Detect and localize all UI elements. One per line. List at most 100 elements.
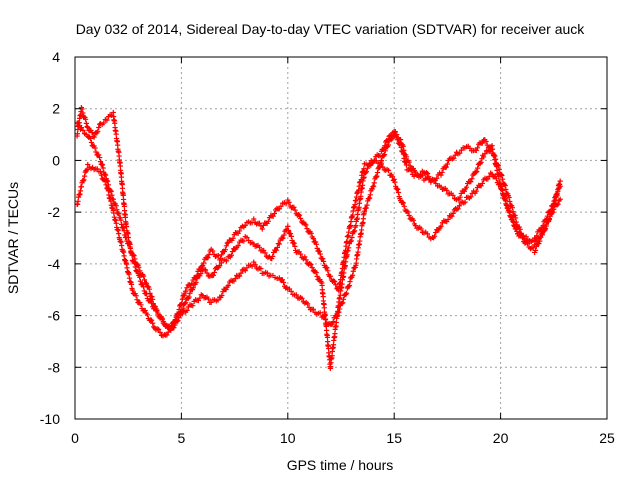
data-point xyxy=(495,163,502,169)
data-point xyxy=(85,161,91,168)
data-point xyxy=(276,241,282,247)
data-point xyxy=(498,171,504,178)
chart-title: Day 032 of 2014, Sidereal Day-to-day VTE… xyxy=(76,21,586,37)
data-point xyxy=(324,265,330,271)
y-tick-label: 4 xyxy=(52,49,60,65)
data-point xyxy=(489,146,495,152)
data-point xyxy=(350,272,356,278)
data-point xyxy=(400,143,406,149)
data-point xyxy=(314,273,320,280)
data-point xyxy=(557,178,563,184)
data-point xyxy=(329,321,335,327)
data-point xyxy=(256,244,263,250)
data-point xyxy=(149,317,155,323)
data-point xyxy=(374,169,381,176)
data-point xyxy=(391,176,397,183)
data-point xyxy=(373,174,379,180)
data-point xyxy=(303,222,309,228)
data-point xyxy=(132,256,138,262)
data-point xyxy=(149,294,155,300)
data-point xyxy=(210,248,216,254)
data-point xyxy=(205,254,211,261)
data-point xyxy=(299,295,305,302)
data-point xyxy=(193,279,199,286)
data-point xyxy=(412,169,419,175)
data-point xyxy=(479,180,485,187)
data-point xyxy=(100,165,106,171)
data-point xyxy=(130,252,136,258)
data-point xyxy=(262,250,268,256)
data-point xyxy=(123,234,129,240)
data-point xyxy=(351,228,358,234)
data-point xyxy=(483,138,489,145)
data-point xyxy=(211,269,217,276)
data-point xyxy=(380,164,386,170)
data-point xyxy=(184,307,190,313)
data-point xyxy=(308,230,314,236)
data-point xyxy=(512,212,518,219)
data-point xyxy=(280,279,287,286)
data-point xyxy=(141,288,147,294)
data-point xyxy=(468,194,474,200)
data-point xyxy=(210,272,216,278)
data-point xyxy=(463,184,470,190)
data-point xyxy=(406,159,412,165)
data-point xyxy=(381,146,387,152)
data-point xyxy=(230,235,236,241)
data-point xyxy=(363,205,369,211)
series-track-c xyxy=(74,120,563,372)
data-point xyxy=(369,186,375,192)
data-point xyxy=(244,265,250,271)
data-point xyxy=(444,161,450,167)
x-tick-label: 20 xyxy=(493,430,509,446)
data-point xyxy=(116,211,122,217)
data-point xyxy=(450,192,456,198)
data-point xyxy=(502,197,508,203)
data-point xyxy=(141,277,148,283)
data-point xyxy=(509,205,515,211)
data-point xyxy=(292,243,298,249)
data-point xyxy=(469,176,475,182)
data-point xyxy=(317,310,323,316)
data-point xyxy=(495,162,501,168)
data-point xyxy=(103,172,109,178)
data-point xyxy=(183,288,189,294)
data-point xyxy=(346,245,352,251)
data-point xyxy=(451,155,457,161)
series-track-b xyxy=(74,104,563,332)
data-point xyxy=(388,132,394,139)
data-point xyxy=(418,226,424,232)
data-point xyxy=(218,252,225,258)
data-point xyxy=(502,183,508,189)
data-point xyxy=(238,270,244,276)
data-point xyxy=(389,136,395,142)
y-axis-title: SDTVAR / TECUs xyxy=(5,182,21,294)
data-point xyxy=(249,263,255,269)
series-track-a xyxy=(74,132,563,339)
data-point xyxy=(183,300,189,306)
data-point xyxy=(118,217,124,223)
data-point xyxy=(320,258,327,265)
data-point xyxy=(149,296,156,303)
data-point xyxy=(303,257,309,263)
data-point xyxy=(498,183,504,190)
data-point xyxy=(482,151,488,157)
data-point xyxy=(313,241,320,247)
data-point xyxy=(121,228,127,234)
data-point xyxy=(381,151,388,158)
data-point xyxy=(474,145,481,151)
y-tick-label: 0 xyxy=(52,152,60,168)
data-point xyxy=(236,273,243,279)
data-point xyxy=(104,117,110,123)
plot-frame xyxy=(74,56,608,420)
data-point xyxy=(292,207,298,213)
data-point xyxy=(184,285,190,291)
x-tick-label: 15 xyxy=(386,430,402,446)
data-point xyxy=(159,316,165,323)
data-point xyxy=(345,248,351,254)
data-point xyxy=(251,259,257,265)
data-point xyxy=(97,158,104,165)
data-point xyxy=(449,213,455,219)
data-point xyxy=(264,270,270,276)
